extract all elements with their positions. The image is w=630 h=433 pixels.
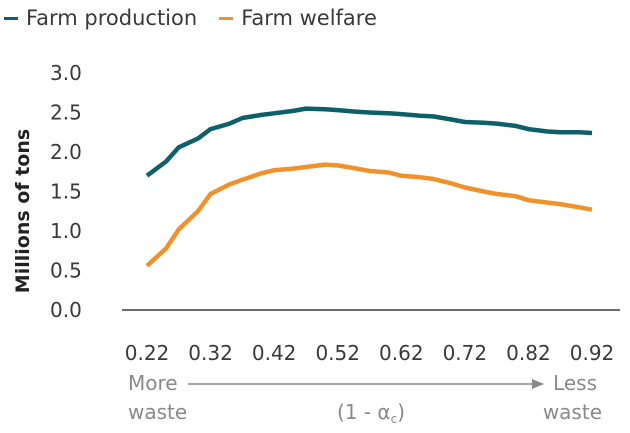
x-axis-label: (1 - αc) — [337, 400, 405, 426]
x-tick-label: 0.92 — [570, 341, 615, 365]
x-tick-label: 0.62 — [379, 341, 424, 365]
y-tick-label: 3.0 — [50, 61, 82, 85]
y-tick-label: 0.5 — [50, 259, 82, 283]
legend-item-farm-welfare: Farm welfare — [219, 6, 377, 30]
legend-label-farm-production: Farm production — [26, 6, 198, 30]
note-less-line1: Less — [553, 371, 597, 395]
series-line-farm-production — [145, 106, 593, 178]
legend-item-farm-production: Farm production — [4, 6, 197, 30]
y-tick-label: 2.5 — [50, 101, 82, 125]
legend-swatch-farm-welfare — [219, 16, 234, 20]
x-axis-ticks: 0.22 0.32 0.42 0.52 0.62 0.72 0.82 0.92 — [125, 341, 615, 365]
x-tick-label: 0.52 — [315, 341, 360, 365]
x-axis-label-prefix: (1 - α — [337, 400, 391, 424]
legend-swatch-farm-production — [4, 16, 18, 20]
x-tick-label: 0.72 — [443, 341, 488, 365]
note-more-line2: waste — [128, 400, 187, 424]
y-tick-label: 0.0 — [50, 298, 82, 322]
x-tick-label: 0.22 — [125, 341, 170, 365]
note-more-line1: More — [128, 371, 178, 395]
y-tick-label: 2.0 — [50, 140, 82, 164]
x-axis-label-suffix: ) — [397, 400, 405, 424]
chart-legend: Farm production Farm welfare — [4, 2, 399, 34]
series-line-farm-welfare — [145, 162, 593, 268]
x-tick-label: 0.42 — [252, 341, 297, 365]
x-tick-label: 0.82 — [506, 341, 551, 365]
waste-direction-note: More waste Less waste (1 - αc) — [128, 371, 602, 426]
y-axis-label-group: Millions of tons — [12, 129, 34, 293]
x-tick-label: 0.32 — [188, 341, 233, 365]
y-axis-label: Millions of tons — [12, 129, 34, 293]
legend-label-farm-welfare: Farm welfare — [241, 6, 377, 30]
x-axis-label-subscript: c — [391, 412, 398, 426]
y-tick-label: 1.5 — [50, 180, 82, 204]
series-lines — [145, 106, 593, 268]
y-tick-label: 1.0 — [50, 219, 82, 243]
note-less-line2: waste — [543, 400, 602, 424]
y-axis-ticks: 3.0 2.5 2.0 1.5 1.0 0.5 0.0 — [50, 61, 82, 322]
